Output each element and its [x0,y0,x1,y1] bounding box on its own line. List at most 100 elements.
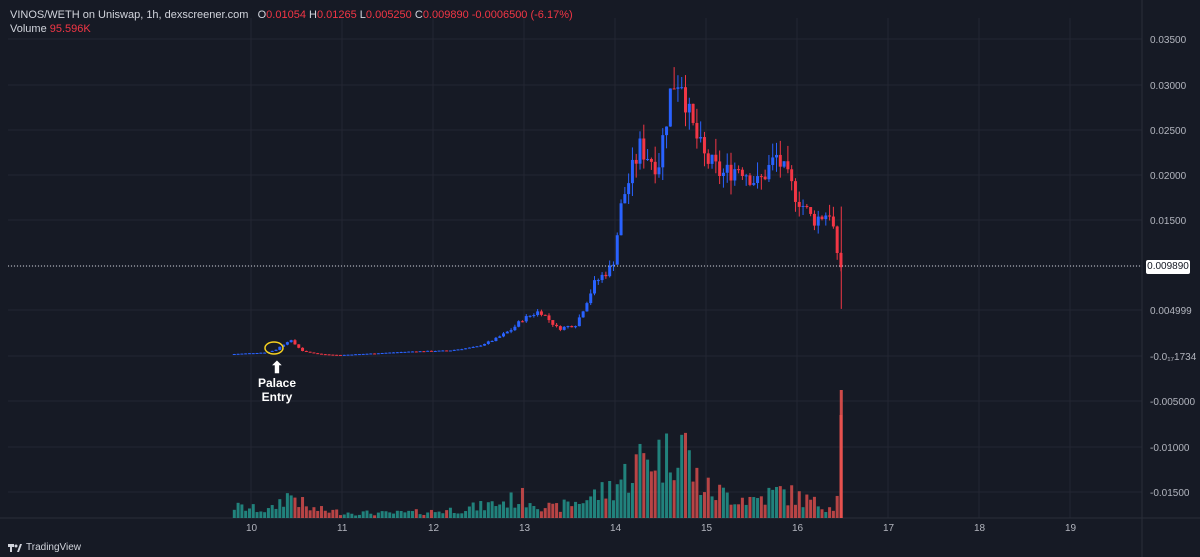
volume-bar [517,504,521,518]
candle-body [532,315,536,317]
volume-bar [634,454,638,518]
volume-bar [778,486,782,518]
candle-body [767,164,771,180]
volume-bar [346,512,350,518]
volume-bar [608,480,612,518]
candle-body [831,216,835,227]
volume-bar [464,511,468,518]
candle-body [687,103,691,113]
tradingview-brand[interactable]: TradingView [8,542,81,553]
candle-body [414,351,418,353]
candle-body [596,280,600,282]
volume-bar [532,506,536,518]
y-tick-label: 0.01500 [1150,216,1187,227]
candle-body [289,340,293,343]
candle-body [649,158,653,162]
volume-bar [437,511,441,518]
change-value: -0.0006500 (-6.17%) [471,9,573,21]
volume-bar [293,497,297,518]
candle-body [384,352,388,354]
candle-body [350,354,354,356]
volume-bar [357,514,361,518]
volume-bar [278,499,282,518]
volume-bar [752,497,756,518]
volume-bar [767,487,771,518]
volume-bar [414,509,418,518]
candle-body [695,122,699,139]
candle-body [365,353,369,355]
volume-bar [775,486,779,518]
volume-bar [638,443,642,518]
volume-bar [831,510,835,518]
volume-bar [342,514,346,518]
candle-body [505,331,509,334]
volume-bar [619,479,623,518]
candle-body [828,215,832,217]
high-label: H [309,9,317,21]
candle-body [714,154,718,162]
volume-bar [809,499,813,518]
candle-body [555,324,559,327]
volume-bar [687,450,691,518]
candle-body [577,317,581,327]
volume-bar [721,487,725,518]
candle-body [369,353,373,355]
candle-body [293,340,297,345]
candle-body [782,161,786,167]
candle-body [323,354,327,356]
y-tick-label: 0.03500 [1150,35,1187,46]
volume-bar [426,512,430,518]
volume-bar [255,512,259,518]
candle-body [763,176,767,180]
candle-body [820,216,824,220]
candle-body [373,353,377,355]
candle-body [452,349,456,351]
candle-body [630,159,634,184]
candle-body [801,205,805,207]
candle-body [653,161,657,175]
candle-body [665,126,669,136]
annotation-text: Palace Entry [257,376,297,404]
candle-body [338,354,342,356]
volume-bar [251,504,255,518]
y-tick-label: 0.02000 [1150,171,1187,182]
volume-bar [331,509,335,518]
volume-bar [232,509,236,518]
volume-bar [247,508,251,518]
volume-bar [710,496,714,518]
candle-body [301,347,305,351]
candle-body [790,169,794,182]
volume-bar [748,496,752,518]
legend-row-volume: Volume 95.596K [10,22,573,36]
candle-body [691,103,695,123]
volume-bar [539,511,543,518]
candle-body [585,303,589,312]
volume-bar [672,480,676,518]
candle-body [646,158,650,160]
candle-body [733,169,737,181]
low-label: L [359,9,366,21]
volume-bar [596,499,600,518]
volume-bar [528,503,532,518]
candle-body [725,164,729,173]
volume-bar [335,509,339,518]
candle-body [327,354,331,356]
volume-bar [418,514,422,518]
candle-body [566,326,570,328]
tradingview-text: TradingView [26,542,82,553]
volume-bar [240,504,244,518]
candle-body [259,352,263,354]
volume-bar [376,512,380,518]
volume-bar [354,515,358,518]
candle-body [399,352,403,354]
candle-body [718,161,722,176]
volume-bar [759,496,763,518]
volume-value: 95.596K [49,23,91,35]
volume-bar [733,504,737,518]
volume-bar [793,504,797,518]
volume-bar [236,502,240,518]
volume-bar [558,511,562,518]
volume-bar [600,482,604,518]
candle-body [793,181,797,202]
